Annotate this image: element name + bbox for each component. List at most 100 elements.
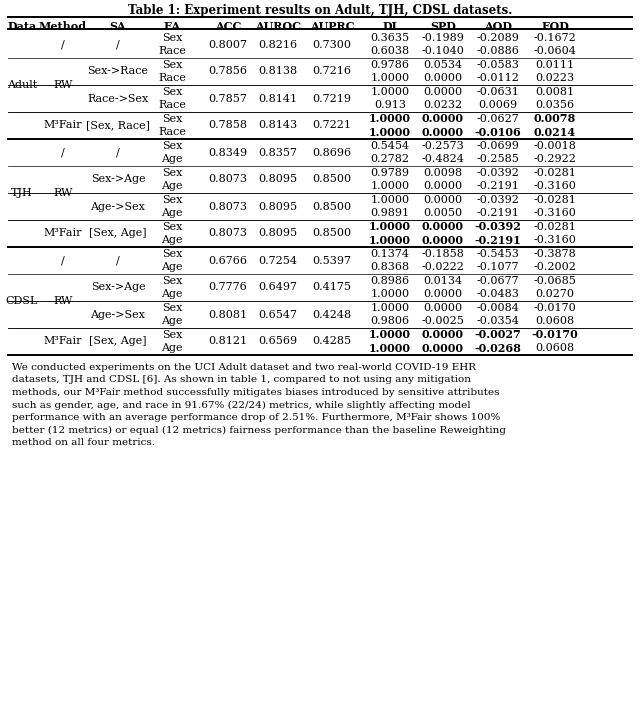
Text: /: / <box>116 148 120 158</box>
Text: 0.0270: 0.0270 <box>536 289 575 299</box>
Text: -0.0627: -0.0627 <box>477 114 520 124</box>
Text: -0.3160: -0.3160 <box>534 208 577 218</box>
Text: 0.8500: 0.8500 <box>312 175 351 185</box>
Text: 0.0000: 0.0000 <box>424 87 463 97</box>
Text: 0.8141: 0.8141 <box>259 94 298 104</box>
Text: AUPRC: AUPRC <box>310 21 355 32</box>
Text: 0.0000: 0.0000 <box>424 195 463 204</box>
Text: Sex: Sex <box>162 114 182 124</box>
Text: [Sex, Age]: [Sex, Age] <box>89 229 147 239</box>
Text: DI: DI <box>383 21 397 32</box>
Text: 0.0098: 0.0098 <box>424 168 463 178</box>
Text: 0.0356: 0.0356 <box>536 100 575 110</box>
Text: 1.0000: 1.0000 <box>371 289 410 299</box>
Text: -0.0483: -0.0483 <box>477 289 520 299</box>
Text: 1.0000: 1.0000 <box>371 195 410 204</box>
Text: 0.9891: 0.9891 <box>371 208 410 218</box>
Text: Adult: Adult <box>7 80 37 90</box>
Text: 0.4175: 0.4175 <box>312 283 351 293</box>
Text: 0.0214: 0.0214 <box>534 127 576 138</box>
Text: 0.5397: 0.5397 <box>312 256 351 266</box>
Text: methods, our M³Fair method successfully mitigates biases introduced by sensitive: methods, our M³Fair method successfully … <box>12 388 499 397</box>
Text: -0.2191: -0.2191 <box>477 181 520 191</box>
Text: -0.2191: -0.2191 <box>475 235 522 246</box>
Text: -0.1989: -0.1989 <box>422 33 465 43</box>
Text: -0.0392: -0.0392 <box>475 222 522 232</box>
Text: 0.6547: 0.6547 <box>259 310 298 320</box>
Text: performance with an average performance drop of 2.51%. Furthermore, M³Fair shows: performance with an average performance … <box>12 413 500 422</box>
Text: 0.6038: 0.6038 <box>371 46 410 56</box>
Text: 0.6569: 0.6569 <box>259 337 298 346</box>
Text: M³Fair: M³Fair <box>44 121 83 131</box>
Text: -0.0281: -0.0281 <box>534 168 577 178</box>
Text: 0.8500: 0.8500 <box>312 202 351 212</box>
Text: Sex: Sex <box>162 248 182 258</box>
Text: 1.0000: 1.0000 <box>371 87 410 97</box>
Text: 0.0534: 0.0534 <box>424 60 463 70</box>
Text: Age->Sex: Age->Sex <box>91 202 145 212</box>
Text: ACC: ACC <box>215 21 241 32</box>
Text: 0.8121: 0.8121 <box>209 337 248 346</box>
Text: Sex: Sex <box>162 222 182 231</box>
Text: 0.8007: 0.8007 <box>209 40 248 50</box>
Text: 1.0000: 1.0000 <box>371 181 410 191</box>
Text: 0.8081: 0.8081 <box>209 310 248 320</box>
Text: Sex->Age: Sex->Age <box>91 175 145 185</box>
Text: /: / <box>61 256 65 266</box>
Text: TJH: TJH <box>11 188 33 198</box>
Text: 0.913: 0.913 <box>374 100 406 110</box>
Text: -0.0685: -0.0685 <box>534 275 577 285</box>
Text: 0.7776: 0.7776 <box>209 283 248 293</box>
Text: 0.7254: 0.7254 <box>259 256 298 266</box>
Text: Race: Race <box>158 100 186 110</box>
Text: 0.0111: 0.0111 <box>536 60 575 70</box>
Text: 0.7300: 0.7300 <box>312 40 351 50</box>
Text: 0.8095: 0.8095 <box>259 175 298 185</box>
Text: -0.0027: -0.0027 <box>475 329 522 340</box>
Text: -0.0281: -0.0281 <box>534 195 577 204</box>
Text: -0.3160: -0.3160 <box>534 181 577 191</box>
Text: /: / <box>61 148 65 158</box>
Text: Race->Sex: Race->Sex <box>88 94 148 104</box>
Text: 0.0000: 0.0000 <box>422 127 464 138</box>
Text: 0.7219: 0.7219 <box>312 94 351 104</box>
Text: 0.7856: 0.7856 <box>209 67 248 77</box>
Text: EOD: EOD <box>541 21 569 32</box>
Text: 0.8143: 0.8143 <box>259 121 298 131</box>
Text: Method: Method <box>39 21 87 32</box>
Text: /: / <box>61 40 65 50</box>
Text: EA: EA <box>163 21 180 32</box>
Text: Sex: Sex <box>162 275 182 285</box>
Text: 0.7221: 0.7221 <box>312 121 351 131</box>
Text: /: / <box>116 40 120 50</box>
Text: 1.0000: 1.0000 <box>371 302 410 312</box>
Text: Race: Race <box>158 127 186 137</box>
Text: 0.0223: 0.0223 <box>536 73 575 83</box>
Text: [Sex, Age]: [Sex, Age] <box>89 337 147 346</box>
Text: M³Fair: M³Fair <box>44 229 83 239</box>
Text: Age: Age <box>161 154 183 164</box>
Text: 0.0000: 0.0000 <box>424 289 463 299</box>
Text: 0.8696: 0.8696 <box>312 148 351 158</box>
Text: /: / <box>116 256 120 266</box>
Text: Age: Age <box>161 289 183 299</box>
Text: Age: Age <box>161 208 183 218</box>
Text: Sex->Age: Sex->Age <box>91 283 145 293</box>
Text: Sex: Sex <box>162 141 182 151</box>
Text: 0.8073: 0.8073 <box>209 202 248 212</box>
Text: -0.0170: -0.0170 <box>534 302 577 312</box>
Text: AUROC: AUROC <box>255 21 301 32</box>
Text: Age: Age <box>161 181 183 191</box>
Text: 0.4248: 0.4248 <box>312 310 351 320</box>
Text: -0.0392: -0.0392 <box>477 195 520 204</box>
Text: 0.0608: 0.0608 <box>536 316 575 327</box>
Text: 0.0000: 0.0000 <box>422 343 464 354</box>
Text: 0.0050: 0.0050 <box>424 208 463 218</box>
Text: -0.1077: -0.1077 <box>477 262 519 272</box>
Text: Sex: Sex <box>162 195 182 204</box>
Text: RW: RW <box>53 296 73 306</box>
Text: Sex: Sex <box>162 168 182 178</box>
Text: 0.8986: 0.8986 <box>371 275 410 285</box>
Text: 0.8368: 0.8368 <box>371 262 410 272</box>
Text: M³Fair: M³Fair <box>44 337 83 346</box>
